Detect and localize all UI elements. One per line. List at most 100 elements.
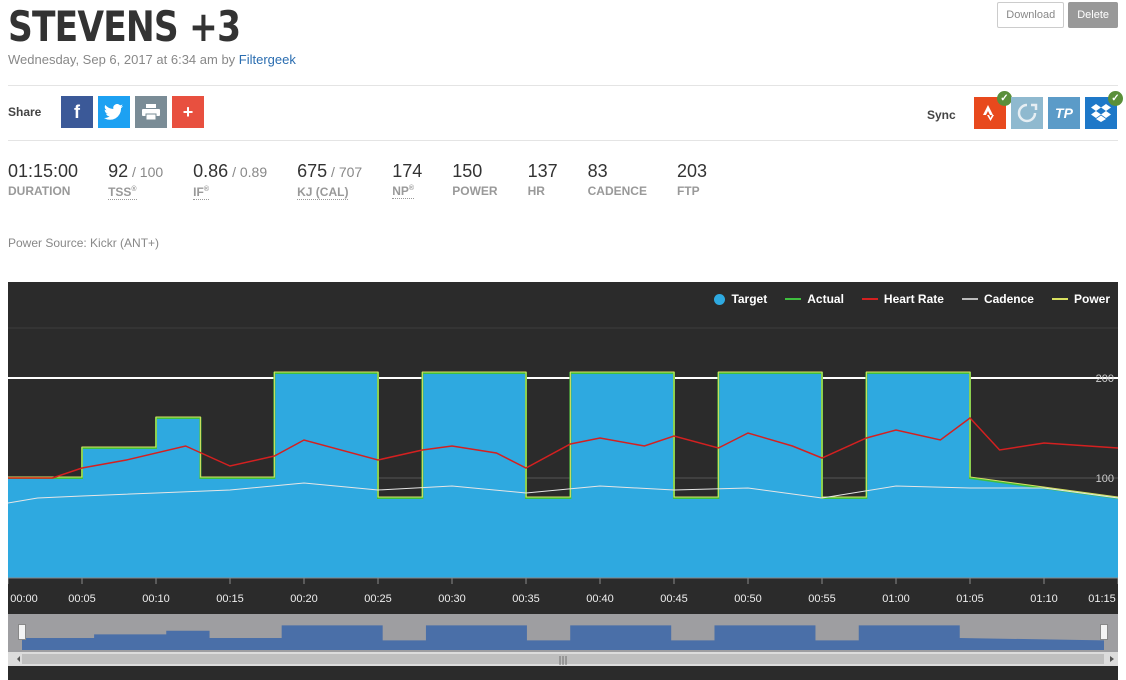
page-title: STEVENS +3 [8,2,241,51]
navigator-scrollbar[interactable]: ||| [8,652,1118,666]
divider [8,85,1118,86]
dropbox-icon[interactable]: ✓ [1085,91,1123,129]
legend-label: Cadence [983,292,1034,306]
target-area [8,373,1118,578]
x-tick-label: 00:25 [364,593,392,605]
stat-value: 675 / 707 [297,160,362,183]
stat-number: 92 [108,161,129,181]
stat-number: 0.86 [193,161,229,181]
print-icon[interactable] [135,96,167,128]
stat-value: 174 [392,160,422,182]
stat-label-text: kJ (CAL) [297,185,349,200]
cadence-line [8,482,1118,504]
stat-label: FTP [677,182,707,200]
legend-item-actual[interactable]: Actual [785,292,844,306]
legend-label: Power [1073,292,1110,306]
chart-legend: Target Actual Heart Rate Cadence Power [714,292,1110,306]
stat-number: 83 [587,161,608,181]
registered-mark: ® [408,185,415,192]
download-button[interactable]: Download [997,2,1065,28]
stat-label: POWER [452,182,497,200]
y-tick-label: 200 [1096,373,1114,385]
x-tick-label: 00:40 [586,593,614,605]
strava-icon[interactable]: ✓ [974,91,1012,129]
stat-label-text: POWER [452,184,498,198]
y-tick-label: 100 [1096,473,1114,485]
legend-item-target[interactable]: Target [714,292,767,306]
stat-label: kJ (CAL) [297,183,362,201]
legend-item-cadence[interactable]: Cadence [961,292,1034,306]
check-icon: ✓ [997,91,1012,106]
legend-marker [961,298,978,300]
stat-cadence: 83 CADENCE [588,160,647,201]
stat-number: 01:15:00 [8,161,79,181]
share-icons: f + [61,96,204,128]
stat-label-text: FTP [676,184,700,198]
stat-label-text[interactable]: NP® [392,184,415,199]
stat-power: 150 POWER [452,160,497,201]
check-icon: ✓ [1108,91,1123,106]
legend-label: Heart Rate [883,292,944,306]
stat-label: IF® [193,183,267,201]
stat-planned: / 707 [327,164,363,180]
divider [8,140,1118,141]
sync-label: Sync [927,108,956,122]
stat-label-text[interactable]: TSS® [108,185,137,200]
navigator[interactable] [8,614,1118,652]
x-tick-label: 00:15 [216,593,244,605]
x-tick-label: 00:00 [10,593,38,605]
stat-planned: / 100 [128,164,164,180]
stat-label-text: DURATION [8,184,71,198]
stat-label-text[interactable]: IF® [193,185,209,200]
stat-label: HR [528,182,558,200]
author-link[interactable]: Filtergeek [238,52,296,67]
stat-number: 203 [676,161,708,181]
navigator-target-area [22,625,1104,650]
legend-item-heart-rate[interactable]: Heart Rate [861,292,944,306]
delete-button[interactable]: Delete [1068,2,1118,28]
navigator-preview [8,614,1118,652]
x-tick-label: 00:20 [290,593,318,605]
stat-kj-cal: 675 / 707 kJ (CAL) [297,160,362,201]
workout-chart[interactable]: Target Actual Heart Rate Cadence Power 200 10… [8,282,1118,680]
facebook-icon[interactable]: f [61,96,93,128]
stat-label-text: CADENCE [587,184,647,198]
trainingpeaks-icon[interactable]: TP [1048,97,1080,129]
stat-value: 0.86 / 0.89 [193,160,267,183]
x-tick-label: 00:05 [68,593,96,605]
stat-planned: / 0.89 [228,164,268,180]
stat-value: 137 [528,160,558,182]
stat-label: CADENCE [588,182,647,200]
stat-number: 150 [452,161,483,181]
svg-text:|||: ||| [558,656,567,666]
stat-number: 174 [392,161,423,181]
scrollbar-track: ||| [17,654,1114,666]
navigator-right-handle[interactable] [1100,624,1108,640]
x-tick-label: 00:55 [808,593,836,605]
stat-ftp: 203 FTP [677,160,707,201]
stat-number: 137 [527,161,558,181]
sync-icon[interactable] [1011,97,1043,129]
stat-if: 0.86 / 0.89 IF® [193,160,267,201]
legend-item-power[interactable]: Power [1051,292,1110,306]
x-tick-label: 00:30 [438,593,466,605]
chart-plot: 200100000:0000:0500:1000:1500:2000:2500:… [8,327,1118,605]
x-tick-label: 00:10 [142,593,170,605]
stat-label: TSS® [108,183,163,201]
legend-marker [714,293,726,305]
x-tick-label: 01:00 [882,593,910,605]
stat-np: 174 NP® [392,160,422,201]
share-label: Share [8,105,42,119]
legend-label: Target [731,292,768,306]
x-tick-label: 01:05 [956,593,984,605]
twitter-icon[interactable] [98,96,130,128]
add-icon[interactable]: + [172,96,204,128]
stat-number: 675 [297,161,328,181]
stat-label: NP® [392,182,422,200]
stat-value: 203 [677,160,707,182]
stat-duration: 01:15:00 DURATION [8,160,78,201]
navigator-left-handle[interactable] [18,624,26,640]
stat-value: 150 [452,160,497,182]
legend-label: Actual [807,292,844,306]
x-tick-label: 01:15 [1088,593,1116,605]
